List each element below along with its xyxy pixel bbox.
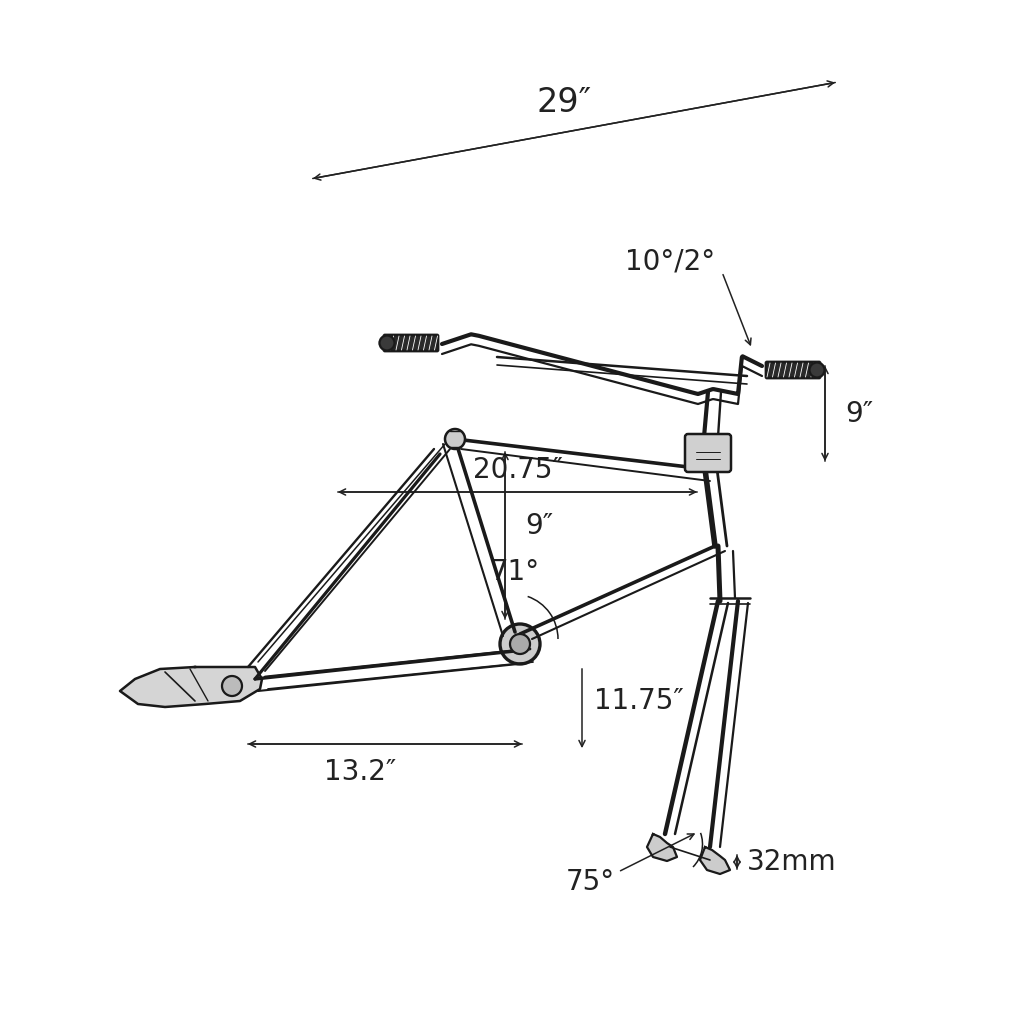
FancyBboxPatch shape — [384, 335, 438, 351]
Circle shape — [445, 429, 465, 449]
Text: 32mm: 32mm — [746, 848, 837, 876]
Text: 13.2″: 13.2″ — [324, 758, 396, 786]
Text: 75°: 75° — [565, 868, 614, 896]
Circle shape — [510, 634, 530, 654]
Circle shape — [380, 336, 394, 350]
FancyBboxPatch shape — [685, 434, 731, 472]
Text: 9″: 9″ — [525, 512, 553, 541]
Polygon shape — [700, 847, 730, 874]
FancyBboxPatch shape — [766, 362, 820, 378]
Circle shape — [810, 362, 824, 378]
Text: 71°: 71° — [490, 558, 540, 586]
Text: 10°/2°: 10°/2° — [625, 248, 715, 276]
Circle shape — [222, 676, 242, 696]
Text: 29″: 29″ — [537, 86, 592, 119]
Circle shape — [500, 624, 540, 664]
Polygon shape — [647, 834, 677, 861]
Polygon shape — [120, 667, 262, 707]
Text: 9″: 9″ — [845, 399, 873, 427]
Text: 11.75″: 11.75″ — [594, 687, 684, 715]
Text: 20.75″: 20.75″ — [472, 456, 562, 484]
